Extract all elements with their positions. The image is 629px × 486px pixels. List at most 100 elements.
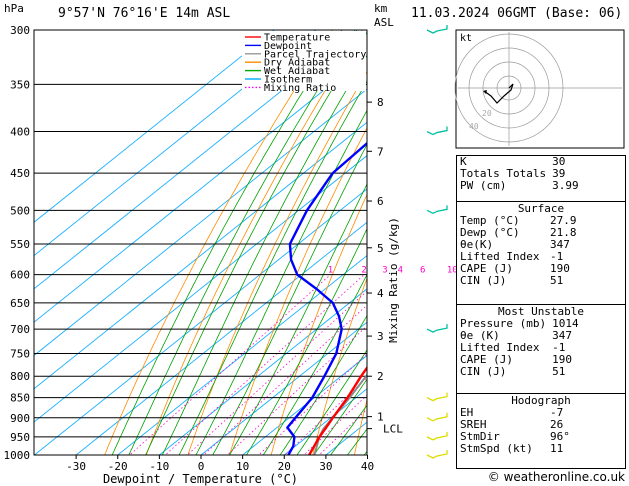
table-row: StmSpd (kt) 11 [457, 443, 625, 455]
mixing-ratio-line [186, 290, 367, 455]
km-tick-label: 7 [377, 145, 384, 158]
dry-adiabat-line [145, 30, 363, 455]
pressure-tick-label: 600 [10, 269, 30, 282]
row-value: 26 [550, 418, 564, 431]
most-unstable-box: Most Unstable Pressure (mb) 1014 θe (K) 34… [456, 304, 626, 394]
dry-adiabat-line [353, 397, 367, 455]
row-name: Lifted Index [460, 250, 540, 263]
pressure-tick-label: 350 [10, 78, 30, 91]
x-tick-label: -20 [108, 460, 128, 473]
mixing-ratio-label: 2 [361, 266, 366, 276]
row-value: 27.9 [550, 214, 577, 227]
x-tick-label: 10 [236, 460, 249, 473]
copyright-footer: © weatheronline.co.uk [487, 470, 625, 484]
hodograph-title: Hodograph [511, 394, 571, 407]
index-value: 30 [552, 155, 566, 168]
row-name: EH [460, 406, 474, 419]
isotherm-line [34, 30, 276, 223]
isotherm-line [75, 221, 367, 455]
index-name: Totals Totals [460, 167, 547, 180]
table-row: EH -7 [457, 407, 625, 419]
dry-adiabat-line [270, 193, 367, 455]
mixing-ratio-label: 1 [328, 266, 333, 276]
x-tick-label: 0 [198, 460, 205, 473]
table-row: Lifted Index -1 [457, 342, 625, 354]
row-name: StmSpd (kt) [460, 442, 533, 455]
surface-box: Surface Temp (°C) 27.9 Dewp (°C) 21.8 θe(K… [456, 201, 626, 305]
hodograph-trace [483, 83, 514, 104]
pressure-tick-label: 550 [10, 238, 30, 251]
pressure-tick-label: 650 [10, 297, 30, 310]
x-tick-label: 20 [278, 460, 291, 473]
lcl-label: LCL [383, 423, 403, 436]
table-row: Lifted Index -1 [457, 251, 625, 263]
table-row: Dewp (°C) 21.8 [457, 227, 625, 239]
row-value: -1 [552, 341, 566, 354]
row-name: SREH [460, 418, 487, 431]
table-row: K 30 [457, 156, 625, 168]
km-tick-label: 8 [377, 96, 384, 109]
row-name: Lifted Index [460, 341, 540, 354]
table-row: StmDir 96° [457, 431, 625, 443]
legend-label: Mixing Ratio [264, 83, 336, 94]
dry-adiabat-line [187, 70, 367, 455]
dry-adiabat-line [229, 127, 367, 455]
indices-box: K 30 Totals Totals 39 PW (cm) 3.99 [456, 155, 626, 203]
wind-barb-icon [426, 450, 448, 459]
temperature-curve [308, 365, 367, 455]
hodograph-arrow-icon [483, 90, 487, 94]
wind-barb-icon [426, 412, 448, 422]
km-tick-label: 1 [377, 411, 384, 424]
km-tick-label: 5 [377, 242, 384, 255]
table-row: CIN (J) 51 [457, 275, 625, 287]
index-value: 3.99 [552, 179, 579, 192]
isotherm-line [241, 354, 367, 455]
hodograph-ring-label: 40 [469, 122, 479, 131]
row-value: 190 [552, 353, 572, 366]
mixing-ratio-label: 6 [420, 266, 425, 276]
row-name: Temp (°C) [460, 214, 520, 227]
isotherm-line [200, 321, 367, 455]
asl-axis-label: ASL [374, 16, 394, 29]
pressure-tick-label: 700 [10, 323, 30, 336]
location-title: 9°57'N 76°16'E 14m ASL [58, 6, 231, 21]
surface-table: Temp (°C) 27.9 Dewp (°C) 21.8 θe(K) 347 Lif… [457, 215, 625, 287]
index-name: K [460, 155, 467, 168]
wind-barb-icon [426, 392, 448, 402]
wet-adiabat-line [313, 378, 367, 455]
row-value: 51 [550, 274, 564, 287]
dewpoint-curve [286, 141, 367, 455]
row-name: θe(K) [460, 238, 494, 251]
legend-label: Isotherm [264, 75, 312, 86]
table-row: Temp (°C) 27.9 [457, 215, 625, 227]
row-value: -1 [550, 250, 564, 263]
pressure-tick-label: 800 [10, 370, 30, 383]
isotherm-line [34, 121, 367, 390]
km-tick-label: 6 [377, 195, 384, 208]
isotherm-line [117, 254, 367, 455]
legend-label: Parcel Trajectory [264, 49, 366, 60]
km-tick-label: 4 [377, 287, 384, 300]
isotherm-line [34, 88, 367, 357]
legend-label: Wet Adiabat [264, 66, 330, 77]
row-value: 347 [550, 238, 570, 251]
hpa-axis-label: hPa [4, 2, 24, 15]
isotherm-line [34, 155, 367, 423]
row-value: 51 [552, 365, 566, 378]
row-name: θe (K) [460, 329, 500, 342]
table-row: CAPE (J) 190 [457, 263, 625, 275]
pressure-tick-label: 450 [10, 167, 30, 180]
table-row: θe (K) 347 [457, 330, 625, 342]
isotherm-line [34, 188, 367, 455]
table-row: Totals Totals 39 [457, 168, 625, 180]
wind-barb-icon [426, 25, 448, 34]
row-value: 96° [550, 430, 570, 443]
mixing-ratio-label: 3 [382, 266, 387, 276]
x-axis-label: Dewpoint / Temperature (°C) [103, 472, 298, 486]
row-name: Pressure (mb) [460, 317, 547, 330]
row-name: CIN (J) [460, 274, 507, 287]
row-value: 21.8 [550, 226, 577, 239]
indices-table: K 30 Totals Totals 39 PW (cm) 3.99 [457, 156, 625, 192]
hodograph-frame [455, 29, 625, 149]
